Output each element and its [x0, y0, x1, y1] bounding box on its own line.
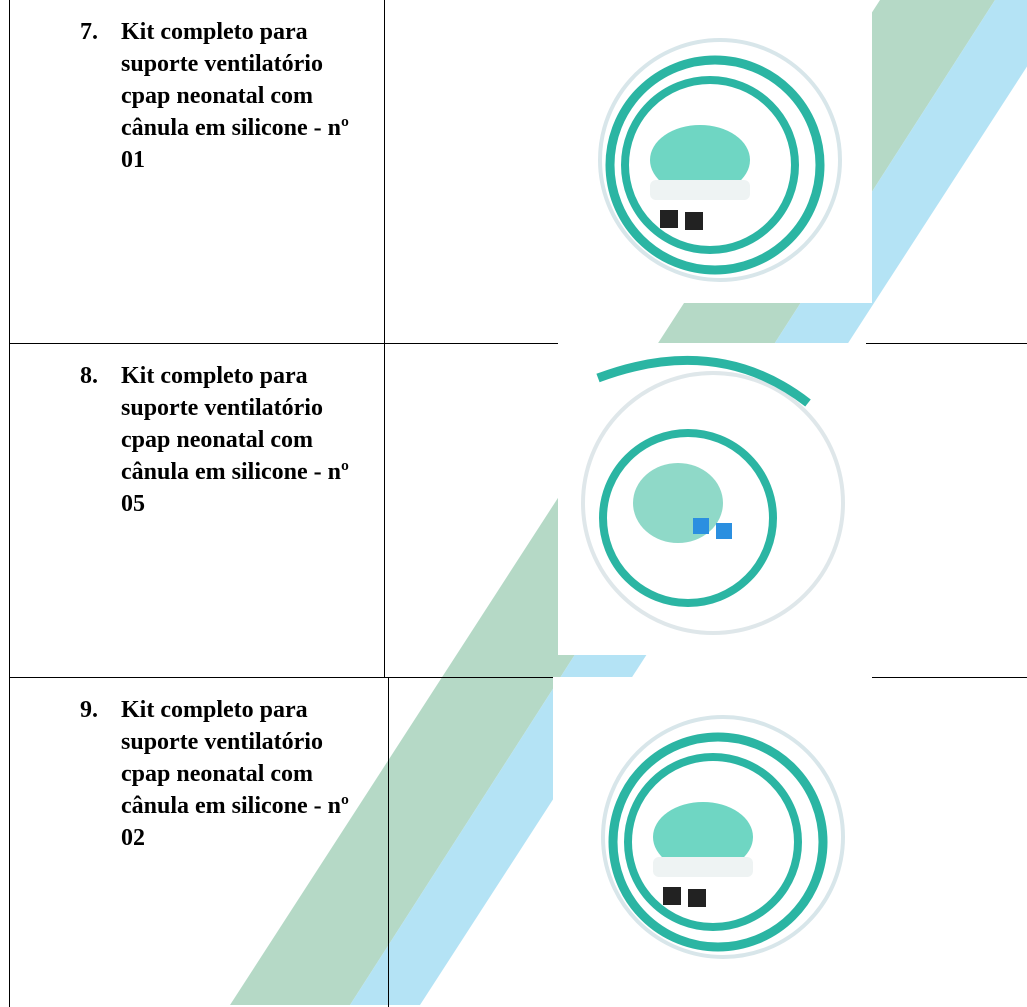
product-image: [550, 0, 872, 303]
table-cell: 9. Kit completo para suporte ventilatório…: [9, 678, 389, 1007]
item-number: 9.: [80, 697, 98, 723]
table-cell: 7. Kit completo para suporte ventilatório…: [9, 0, 385, 344]
list-item: 7. Kit completo para suporte ventilatório…: [80, 16, 373, 176]
item-number: 8.: [80, 363, 98, 389]
list-item: 8. Kit completo para suporte ventilatório…: [80, 360, 373, 520]
table-cell: 8. Kit completo para suporte ventilatório…: [9, 344, 385, 678]
table-row: 8. Kit completo para suporte ventilatório…: [9, 343, 1027, 678]
item-number: 7.: [80, 19, 98, 45]
product-image: [553, 677, 872, 1005]
table-row: 7. Kit completo para suporte ventilatório…: [9, 0, 1027, 344]
item-text: Kit completo para suporte ventilatório c…: [121, 697, 349, 851]
item-text: Kit completo para suporte ventilatório c…: [121, 19, 349, 173]
list-item: 9. Kit completo para suporte ventilatório…: [80, 694, 373, 854]
item-text: Kit completo para suporte ventilatório c…: [121, 363, 349, 517]
product-image: [558, 343, 866, 655]
table-row: 9. Kit completo para suporte ventilatório…: [9, 677, 1027, 1007]
